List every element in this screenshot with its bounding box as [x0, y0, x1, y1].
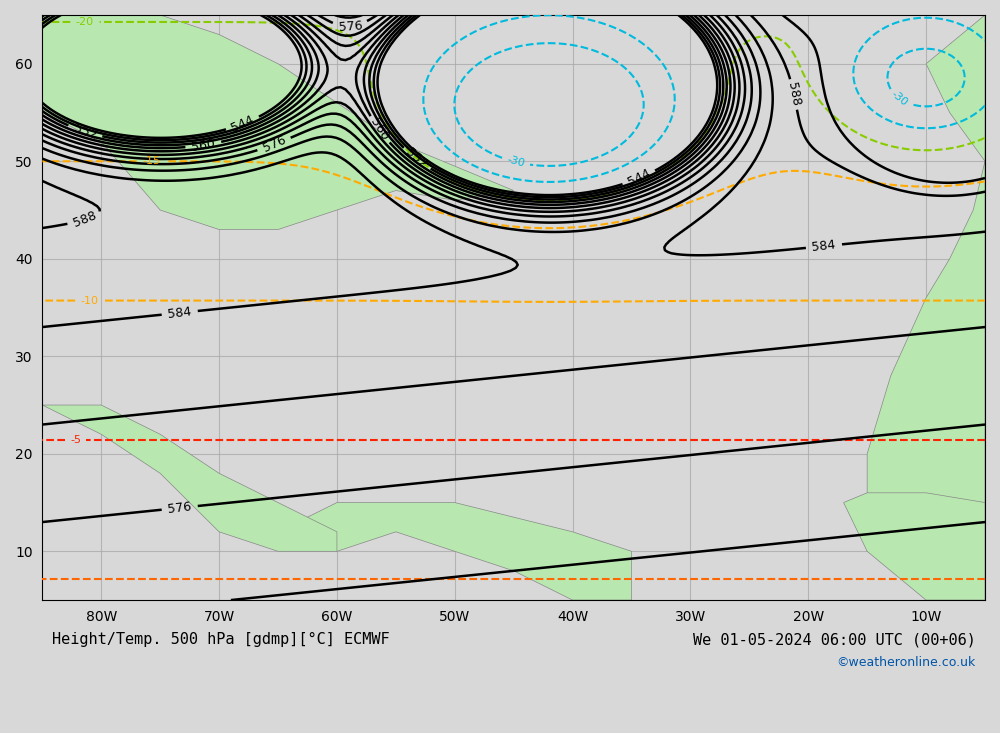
Text: 576: 576	[167, 500, 192, 516]
Text: 552: 552	[72, 121, 98, 141]
Polygon shape	[844, 493, 985, 600]
Text: 552: 552	[403, 146, 430, 172]
Text: 560: 560	[368, 116, 391, 143]
Text: 584: 584	[811, 238, 837, 254]
Text: -10: -10	[81, 295, 99, 306]
Polygon shape	[42, 15, 514, 229]
Polygon shape	[278, 503, 632, 600]
Text: 544: 544	[229, 113, 256, 135]
Text: 584: 584	[167, 305, 192, 321]
Text: -15: -15	[142, 156, 160, 166]
Text: 576: 576	[261, 133, 288, 155]
Text: ©weatheronline.co.uk: ©weatheronline.co.uk	[836, 655, 976, 668]
Text: We 01-05-2024 06:00 UTC (00+06): We 01-05-2024 06:00 UTC (00+06)	[693, 633, 976, 647]
Text: -30: -30	[890, 89, 910, 108]
Text: 560: 560	[191, 136, 216, 153]
Text: 576: 576	[338, 19, 363, 34]
Text: -5: -5	[70, 435, 81, 445]
Text: -30: -30	[506, 155, 526, 169]
Text: 588: 588	[71, 209, 99, 230]
Text: Height/Temp. 500 hPa [gdmp][°C] ECMWF: Height/Temp. 500 hPa [gdmp][°C] ECMWF	[52, 633, 389, 647]
Text: 544: 544	[626, 167, 653, 189]
Text: -20: -20	[76, 17, 94, 27]
Text: 588: 588	[785, 81, 803, 107]
Polygon shape	[867, 15, 985, 551]
Polygon shape	[42, 405, 337, 551]
